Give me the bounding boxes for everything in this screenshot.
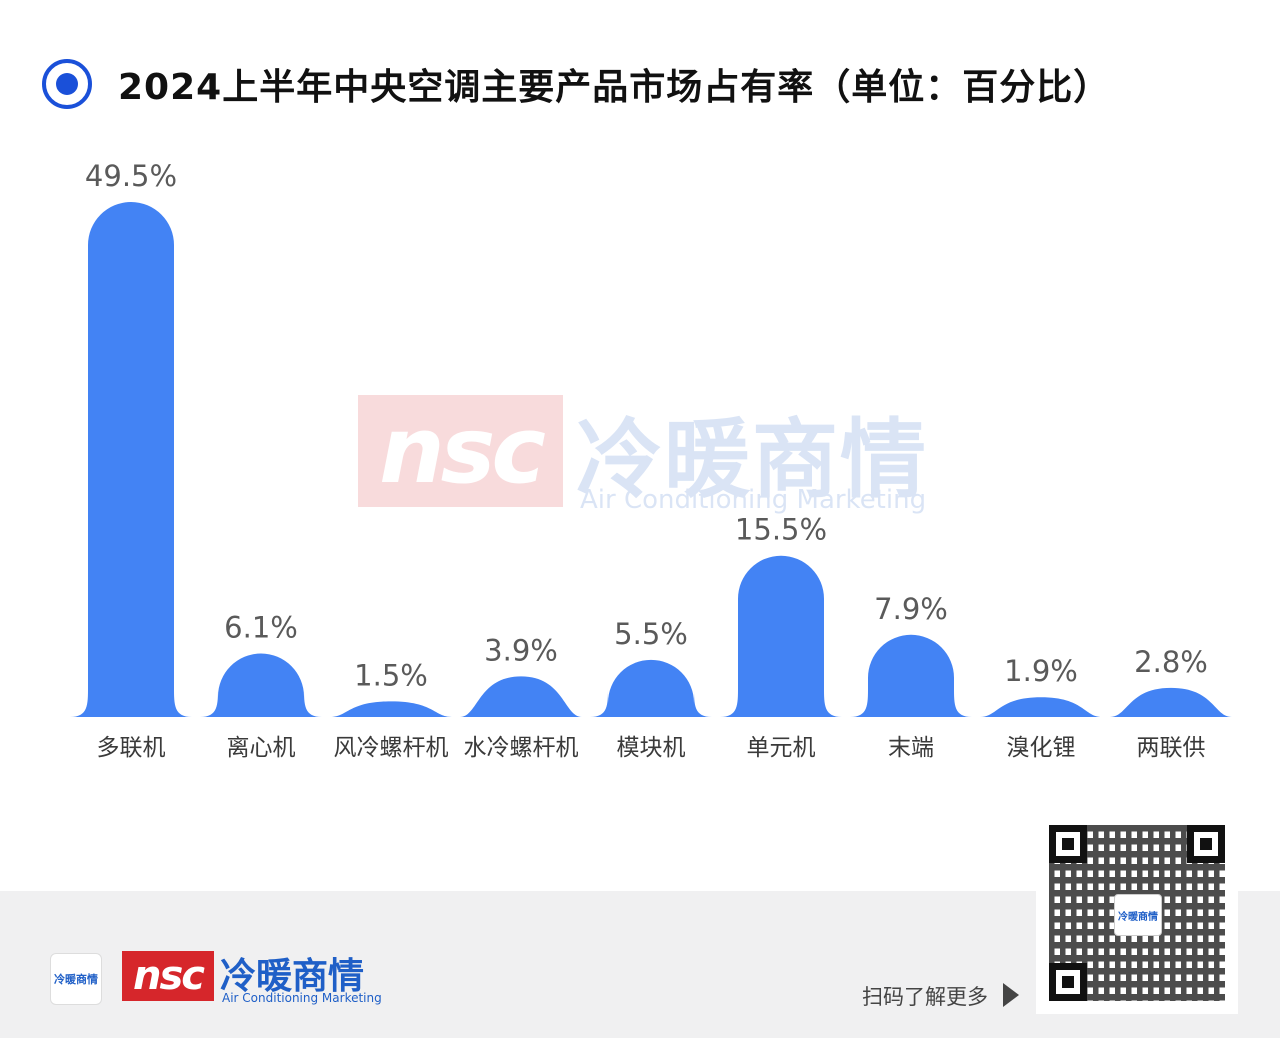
category-label: 风冷螺杆机 bbox=[334, 735, 449, 761]
value-label: 49.5% bbox=[85, 159, 177, 193]
chart-title: 2024上半年中央空调主要产品市场占有率（单位：百分比） bbox=[118, 67, 1111, 108]
category-label: 单元机 bbox=[747, 735, 816, 761]
category-label: 模块机 bbox=[617, 735, 686, 761]
bar-溴化锂 bbox=[980, 697, 1102, 717]
target-icon-dot bbox=[56, 73, 78, 95]
bar-水冷螺杆机 bbox=[460, 676, 582, 717]
bar-单元机 bbox=[720, 555, 842, 717]
target-icon bbox=[42, 59, 92, 109]
value-label: 7.9% bbox=[874, 592, 948, 626]
qr-finder-top-left bbox=[1049, 825, 1087, 863]
qr-finder-top-right bbox=[1187, 825, 1225, 863]
play-arrow-icon bbox=[1003, 983, 1019, 1007]
bar-离心机 bbox=[200, 653, 322, 717]
value-label: 2.8% bbox=[1134, 645, 1208, 679]
category-label: 水冷螺杆机 bbox=[464, 735, 579, 761]
bar-模块机 bbox=[590, 659, 712, 717]
value-label: 15.5% bbox=[735, 513, 827, 547]
footer-logo: nsc bbox=[122, 951, 214, 1001]
value-label: 1.5% bbox=[354, 658, 428, 692]
category-label: 溴化锂 bbox=[1007, 735, 1076, 761]
qr-center-logo: 冷暖商情 bbox=[1114, 894, 1162, 936]
value-label: 3.9% bbox=[484, 633, 558, 667]
chart-header: 2024上半年中央空调主要产品市场占有率（单位：百分比） bbox=[42, 56, 1110, 112]
bar-末端 bbox=[850, 634, 972, 717]
category-label: 两联供 bbox=[1137, 735, 1206, 761]
value-label: 5.5% bbox=[614, 617, 688, 651]
category-label: 多联机 bbox=[97, 735, 166, 761]
value-label: 6.1% bbox=[224, 611, 298, 645]
qr-code[interactable]: 冷暖商情 bbox=[1036, 812, 1238, 1014]
bar-chart: 49.5% 多联机 6.1% 离心机 1.5% 风冷螺杆机 3.9% 水冷螺杆机 5.5% 模块机… bbox=[70, 159, 1232, 761]
footer-tagline: Air Conditioning Marketing bbox=[222, 991, 382, 1005]
footer-brand-name: 冷暖商情 bbox=[220, 956, 365, 997]
category-label: 末端 bbox=[888, 735, 934, 761]
category-label: 离心机 bbox=[227, 735, 296, 761]
qr-finder-bottom-left bbox=[1049, 963, 1087, 1001]
bar-两联供 bbox=[1110, 687, 1232, 717]
footer-app-badge: 冷暖商情 bbox=[50, 953, 102, 1005]
scan-more-text[interactable]: 扫码了解更多 bbox=[862, 985, 988, 1009]
bar-多联机 bbox=[70, 202, 192, 717]
bar-风冷螺杆机 bbox=[330, 701, 452, 717]
value-label: 1.9% bbox=[1004, 654, 1078, 688]
